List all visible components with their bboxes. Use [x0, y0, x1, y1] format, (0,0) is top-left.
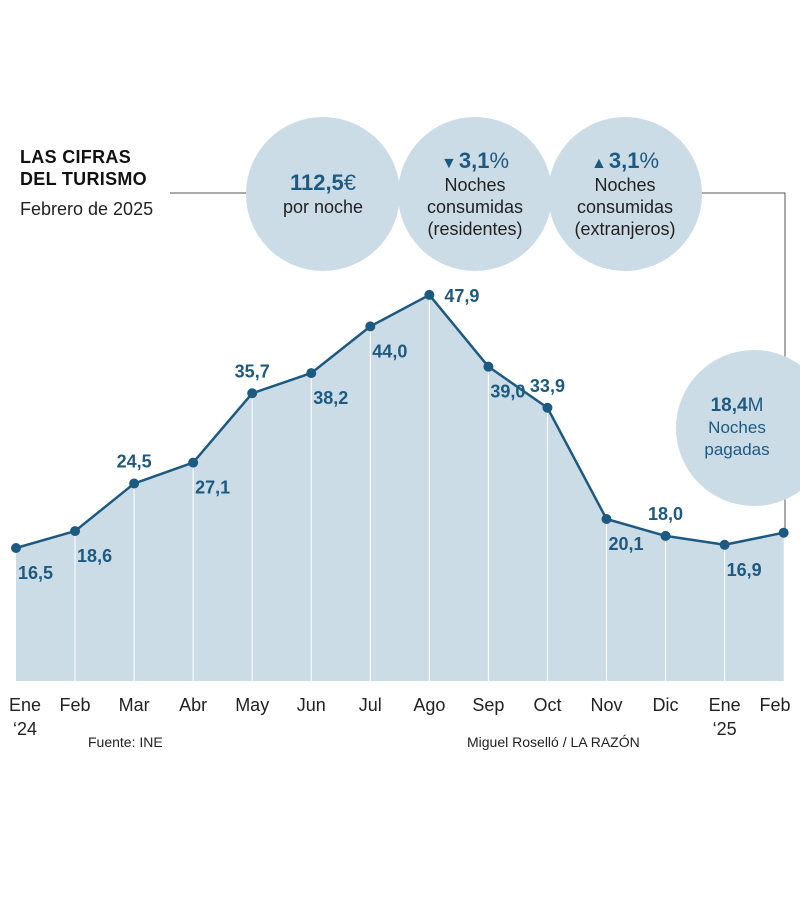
down-arrow-icon: ▼	[441, 155, 457, 172]
stat-value: 18,4	[710, 395, 748, 416]
stat-unit: %	[489, 148, 509, 173]
x-tick-label: Ene	[709, 695, 741, 715]
stat-label: consumidas	[426, 197, 524, 217]
credit-note: Miguel Roselló / LA RAZÓN	[467, 734, 640, 750]
title-line-1: LAS CIFRAS	[20, 147, 131, 167]
data-point	[365, 321, 376, 332]
value-label: 18,6	[77, 546, 112, 566]
data-point	[483, 361, 494, 372]
stat-unit: %	[639, 148, 659, 173]
x-tick-label: Dic	[653, 695, 679, 715]
value-label: 35,7	[235, 361, 270, 381]
gridlines	[74, 294, 726, 681]
title-line-2: DEL TURISMO	[20, 169, 147, 189]
data-point	[778, 527, 789, 538]
stat-value: 3,1	[458, 148, 490, 173]
x-tick-label: Ago	[413, 695, 445, 715]
value-label: 38,2	[313, 388, 348, 408]
series-line	[15, 293, 784, 550]
data-point	[188, 457, 199, 468]
chart-area	[16, 294, 784, 681]
x-year-label: ‘25	[713, 719, 737, 739]
data-point	[129, 478, 140, 489]
x-tick-label: Oct	[533, 695, 561, 715]
x-tick-label: Sep	[472, 695, 504, 715]
up-arrow-icon: ▲	[591, 155, 607, 172]
stat-label: consumidas	[576, 197, 674, 217]
chart-subtitle: Febrero de 2025	[20, 199, 154, 219]
data-point	[247, 388, 258, 399]
stat-label: Noches	[594, 175, 656, 195]
value-label: 18,0	[648, 504, 683, 524]
data-points	[11, 289, 789, 554]
stat-price-per-night: 112,5€ por noche	[246, 117, 400, 271]
stat-label: Noches	[708, 418, 766, 437]
x-tick-label: Nov	[590, 695, 622, 715]
x-axis-labels: Ene ‘24 Feb Mar Abr May Jun Jul Ago Sep Oct Nov Dic E…	[9, 695, 791, 739]
x-year-label: ‘24	[13, 719, 37, 739]
data-point	[601, 513, 612, 524]
value-label: 39,0	[490, 382, 525, 402]
x-tick-label: Jun	[297, 695, 326, 715]
data-point	[542, 402, 553, 413]
data-point	[424, 289, 435, 300]
stat-value: 3,1	[608, 148, 640, 173]
stat-unit: €	[343, 170, 357, 195]
stat-label: (extranjeros)	[574, 219, 676, 239]
value-label: 24,5	[117, 452, 152, 472]
value-label: 16,5	[18, 563, 53, 583]
stat-unit: M	[747, 395, 764, 416]
chart-title: LAS CIFRAS DEL TURISMO	[20, 146, 147, 190]
stat-label: por noche	[282, 197, 364, 217]
x-tick-label: Feb	[60, 695, 91, 715]
stat-label: (residentes)	[427, 219, 523, 239]
data-point	[719, 539, 730, 550]
x-tick-label: Jul	[359, 695, 382, 715]
stat-label: Noches	[444, 175, 506, 195]
stat-value: 112,5	[289, 170, 344, 195]
stat-nights-residents: ▼3,1% Noches consumidas (residentes)	[398, 117, 552, 271]
value-label: 47,9	[444, 286, 479, 306]
data-point	[70, 526, 81, 537]
x-tick-label: May	[235, 695, 269, 715]
data-point	[660, 530, 671, 541]
x-tick-label: Feb	[759, 695, 790, 715]
data-point	[11, 543, 21, 554]
x-tick-label: Abr	[179, 695, 207, 715]
value-label: 16,9	[727, 560, 762, 580]
value-label: 27,1	[195, 478, 230, 498]
x-tick-label: Mar	[119, 695, 150, 715]
value-label: 20,1	[609, 534, 644, 554]
value-labels: 16,5 18,6 24,5 27,1 35,7 38,2 44,0 47,9 39,0 33,9…	[18, 286, 762, 583]
data-point	[306, 368, 317, 379]
stat-nights-paid: 18,4M Noches pagadas	[676, 350, 800, 506]
source-note: Fuente: INE	[88, 734, 163, 750]
value-label: 33,9	[530, 376, 565, 396]
value-label: 44,0	[372, 341, 407, 361]
stat-nights-foreigners: ▲3,1% Noches consumidas (extranjeros)	[548, 117, 702, 271]
x-tick-label: Ene	[9, 695, 41, 715]
stat-label: pagadas	[704, 440, 770, 459]
